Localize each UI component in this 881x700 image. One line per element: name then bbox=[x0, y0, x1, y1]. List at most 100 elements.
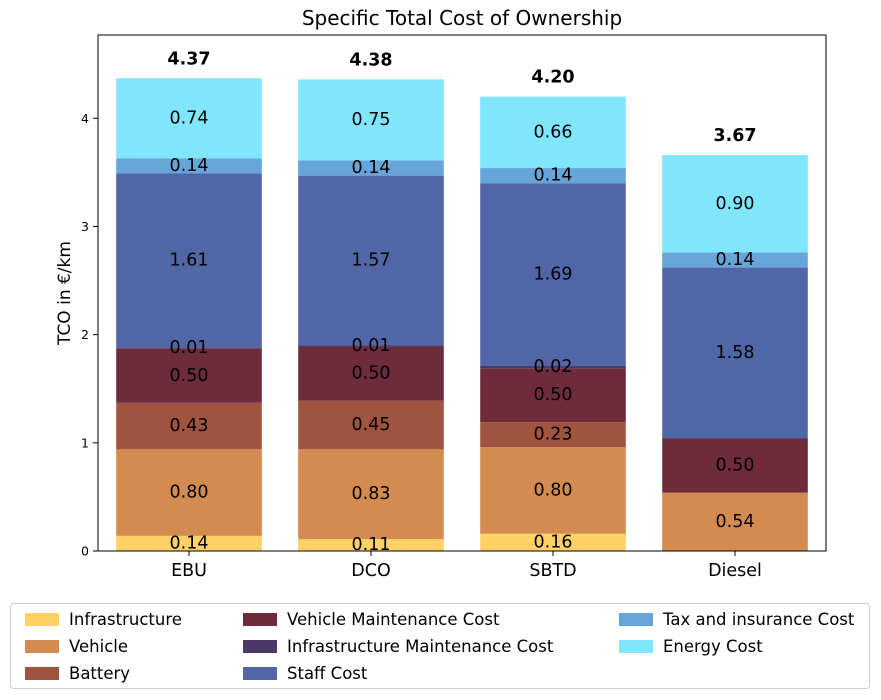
segment-value-label: 1.61 bbox=[170, 251, 209, 271]
segment-value-label: 0.43 bbox=[170, 416, 209, 436]
legend-swatch bbox=[25, 666, 59, 680]
segment-value-label: 0.83 bbox=[352, 484, 391, 504]
legend-swatch bbox=[619, 612, 653, 626]
bar-segment bbox=[116, 449, 262, 536]
x-tick-label: Diesel bbox=[708, 561, 762, 581]
bar-segment bbox=[298, 400, 444, 450]
legend-swatch bbox=[243, 639, 277, 653]
segment-value-label: 0.14 bbox=[170, 533, 209, 553]
bar-segment bbox=[480, 168, 626, 184]
y-tick-label: 0 bbox=[81, 544, 89, 559]
segment-value-label: 0.54 bbox=[716, 512, 755, 532]
chart-legend: Infrastructure Vehicle Battery Vehicle Main… bbox=[10, 603, 870, 689]
bar-segment bbox=[116, 535, 262, 551]
bar-segment bbox=[116, 348, 262, 403]
segment-value-label: 0.50 bbox=[170, 366, 209, 386]
bar-segment bbox=[298, 160, 444, 176]
bar-segment bbox=[480, 183, 626, 367]
legend-label: Staff Cost bbox=[287, 663, 368, 683]
stacked-bar-chart: Specific Total Cost of Ownership TCO in … bbox=[55, 6, 827, 581]
bar-total-label: 4.20 bbox=[531, 68, 574, 88]
bar-segment bbox=[116, 78, 262, 159]
plot-frame bbox=[97, 34, 827, 552]
bar-segment bbox=[480, 96, 626, 169]
bar-segment bbox=[298, 175, 444, 346]
segment-value-label: 0.90 bbox=[716, 194, 755, 214]
bar-segment bbox=[298, 539, 444, 551]
legend-label: Infrastructure bbox=[69, 609, 182, 629]
legend-item: Staff Cost bbox=[243, 663, 367, 683]
segment-value-label: 0.01 bbox=[352, 336, 391, 356]
bar-segment bbox=[662, 252, 808, 268]
legend-label: Vehicle bbox=[69, 636, 129, 656]
legend-item: Energy Cost bbox=[619, 636, 763, 656]
legend-label: Energy Cost bbox=[663, 636, 763, 656]
legend-swatch bbox=[25, 612, 59, 626]
x-tick-label: DCO bbox=[351, 561, 390, 581]
segment-value-label: 0.11 bbox=[352, 535, 391, 555]
bar-segment bbox=[116, 173, 262, 348]
bar-segment bbox=[298, 79, 444, 161]
segment-value-label: 1.69 bbox=[534, 265, 573, 285]
segment-value-label: 0.74 bbox=[170, 108, 209, 128]
segment-value-label: 0.80 bbox=[534, 480, 573, 500]
segment-value-label: 0.50 bbox=[534, 385, 573, 405]
legend-label: Infrastructure Maintenance Cost bbox=[287, 636, 554, 656]
bar-segment bbox=[298, 449, 444, 540]
segment-value-label: 0.66 bbox=[534, 122, 573, 142]
x-tick-label: SBTD bbox=[529, 561, 576, 581]
segment-value-label: 0.23 bbox=[534, 425, 573, 445]
legend-swatch bbox=[243, 666, 277, 680]
legend-swatch bbox=[243, 612, 277, 626]
legend-label: Vehicle Maintenance Cost bbox=[287, 609, 500, 629]
bar-segment bbox=[298, 345, 444, 347]
plot-area: 0.14 0.80 0.43 0.50 0.01 1.61 0.14 0.74 4.37 0.11… bbox=[81, 34, 827, 581]
bar-segment bbox=[662, 155, 808, 253]
segment-value-label: 1.58 bbox=[716, 343, 755, 363]
legend-item: Infrastructure Maintenance Cost bbox=[243, 636, 553, 656]
y-tick-label: 2 bbox=[81, 327, 89, 342]
legend-swatch bbox=[619, 639, 653, 653]
bar-total-label: 4.38 bbox=[349, 50, 392, 70]
segment-value-label: 1.57 bbox=[352, 251, 391, 271]
segment-value-label: 0.14 bbox=[170, 156, 209, 176]
bar-segment bbox=[480, 368, 626, 423]
bar-segment bbox=[480, 366, 626, 369]
segment-value-label: 0.50 bbox=[716, 456, 755, 476]
segment-value-label: 0.80 bbox=[170, 483, 209, 503]
y-axis-label: TCO in €/km bbox=[55, 241, 75, 346]
bar-segment bbox=[480, 422, 626, 448]
bar-segment bbox=[662, 492, 808, 551]
legend-swatch bbox=[25, 639, 59, 653]
y-tick-label: 3 bbox=[81, 219, 89, 234]
segment-value-label: 0.01 bbox=[170, 338, 209, 358]
bar-total-label: 4.37 bbox=[167, 49, 210, 69]
bar-total-label: 3.67 bbox=[713, 126, 756, 146]
bar-segment bbox=[116, 402, 262, 450]
segment-value-label: 0.14 bbox=[534, 166, 573, 186]
x-tick-label: EBU bbox=[171, 561, 207, 581]
y-tick-label: 1 bbox=[81, 435, 89, 450]
bar-segment bbox=[116, 347, 262, 349]
bar-segment bbox=[116, 158, 262, 174]
bar-segment bbox=[662, 267, 808, 439]
legend-item: Battery bbox=[25, 663, 130, 683]
legend-label: Tax and insurance Cost bbox=[663, 609, 855, 629]
segment-value-label: 0.14 bbox=[352, 158, 391, 178]
segment-value-label: 0.16 bbox=[534, 532, 573, 552]
segment-value-label: 0.02 bbox=[534, 357, 573, 377]
legend-item: Vehicle Maintenance Cost bbox=[243, 609, 499, 629]
bar-segment bbox=[662, 438, 808, 493]
legend-label: Battery bbox=[69, 663, 131, 683]
legend-item: Tax and insurance Cost bbox=[619, 609, 854, 629]
segment-value-label: 0.50 bbox=[352, 364, 391, 384]
legend-item: Infrastructure bbox=[25, 609, 182, 629]
chart-title: Specific Total Cost of Ownership bbox=[302, 6, 622, 30]
segment-value-label: 0.45 bbox=[352, 415, 391, 435]
bar-segment bbox=[480, 447, 626, 534]
segment-value-label: 0.14 bbox=[716, 250, 755, 270]
bar-segment bbox=[298, 346, 444, 401]
legend-item: Vehicle bbox=[25, 636, 128, 656]
y-tick-label: 4 bbox=[81, 111, 89, 126]
segment-value-label: 0.75 bbox=[352, 110, 391, 130]
